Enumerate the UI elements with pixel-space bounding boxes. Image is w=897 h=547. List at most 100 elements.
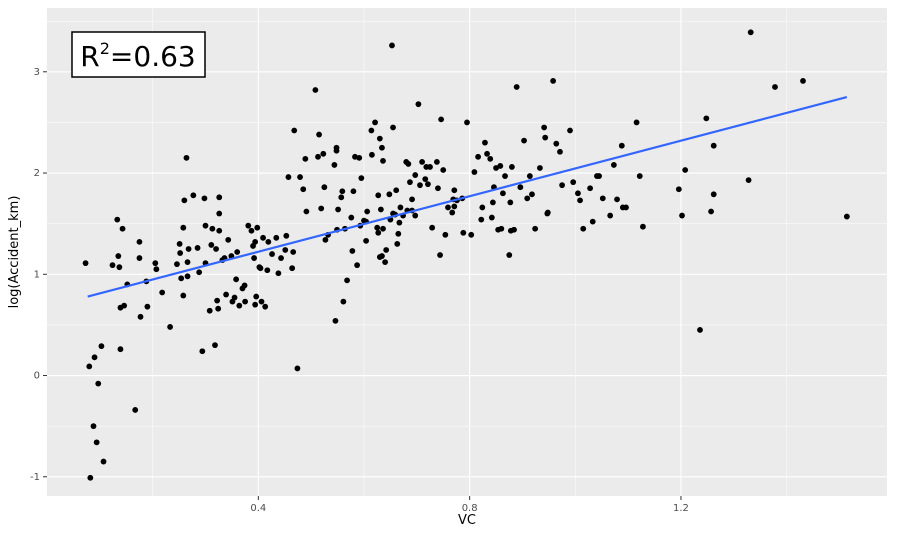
data-point [375, 229, 382, 236]
data-point [442, 231, 449, 238]
data-point [433, 158, 440, 165]
data-point [675, 186, 682, 193]
data-point [405, 161, 412, 167]
data-point [468, 231, 475, 238]
data-point [703, 115, 710, 122]
data-point [291, 127, 298, 134]
data-point [390, 124, 396, 131]
grid [47, 8, 887, 496]
data-point [409, 196, 415, 203]
data-point [532, 225, 539, 232]
data-point [377, 206, 384, 213]
data-point [234, 249, 241, 255]
data-point [460, 229, 467, 236]
data-point [599, 195, 606, 202]
data-point [82, 260, 89, 267]
trend-line [87, 96, 848, 298]
data-point [427, 164, 433, 170]
data-point [176, 241, 183, 247]
data-point [95, 380, 102, 387]
data-point [215, 305, 222, 312]
data-point [320, 150, 327, 157]
data-point [177, 250, 184, 256]
data-point [303, 208, 310, 215]
data-point [710, 191, 717, 198]
data-point [393, 187, 400, 194]
data-point [117, 346, 124, 353]
data-point [379, 253, 385, 259]
data-point [489, 199, 496, 206]
data-point [236, 302, 243, 309]
data-point [363, 237, 369, 244]
data-point [332, 317, 339, 324]
data-point [425, 181, 431, 188]
data-point [216, 194, 223, 201]
data-point [369, 151, 375, 158]
data-point [202, 222, 209, 229]
data-point [589, 218, 596, 225]
data-point [109, 262, 116, 269]
annotation-box [71, 31, 206, 78]
data-point [575, 190, 581, 197]
data-point [383, 247, 390, 253]
data-point [159, 289, 166, 296]
data-point [633, 119, 640, 126]
data-point [354, 262, 361, 269]
data-point [559, 182, 565, 189]
data-point [368, 127, 375, 134]
data-point [372, 119, 378, 126]
x-axis-title: VC [458, 513, 476, 528]
data-point [144, 303, 151, 310]
data-point [772, 84, 778, 90]
data-point [119, 225, 126, 232]
data-point [379, 144, 385, 151]
data-point [194, 245, 201, 251]
data-point [614, 196, 620, 203]
data-point [181, 197, 188, 204]
data-point [260, 234, 266, 241]
data-point [471, 169, 478, 175]
data-point [340, 298, 347, 305]
data-point [497, 163, 504, 169]
data-point [451, 203, 458, 210]
data-point [487, 155, 494, 162]
data-point [91, 354, 98, 361]
data-point [153, 266, 160, 273]
data-point [331, 162, 338, 168]
data-point [747, 29, 754, 36]
data-point [225, 236, 232, 243]
data-point [275, 270, 282, 277]
data-point [184, 259, 191, 266]
data-point [136, 238, 143, 245]
data-point [610, 162, 617, 168]
data-point [412, 172, 419, 178]
data-point [382, 259, 389, 266]
data-point [273, 234, 280, 241]
data-point [283, 232, 290, 239]
data-point [312, 87, 319, 93]
data-point [618, 142, 625, 149]
data-point [526, 173, 533, 179]
data-point [297, 174, 303, 180]
data-point [214, 297, 221, 304]
data-point [509, 164, 515, 170]
data-point [265, 238, 272, 245]
data-point [356, 154, 363, 161]
data-point [100, 458, 107, 465]
annotation: R2=0.63 [71, 31, 206, 78]
data-point [333, 144, 340, 151]
data-point [185, 246, 192, 252]
data-point [201, 195, 208, 202]
data-point [93, 439, 100, 446]
data-point [294, 365, 301, 372]
data-point [335, 206, 341, 213]
data-point [380, 225, 386, 232]
data-point [697, 327, 703, 333]
data-point [422, 176, 429, 183]
data-point [800, 77, 806, 84]
data-point [542, 134, 549, 141]
data-point [500, 190, 506, 197]
data-point [241, 282, 248, 289]
data-point [245, 222, 252, 229]
